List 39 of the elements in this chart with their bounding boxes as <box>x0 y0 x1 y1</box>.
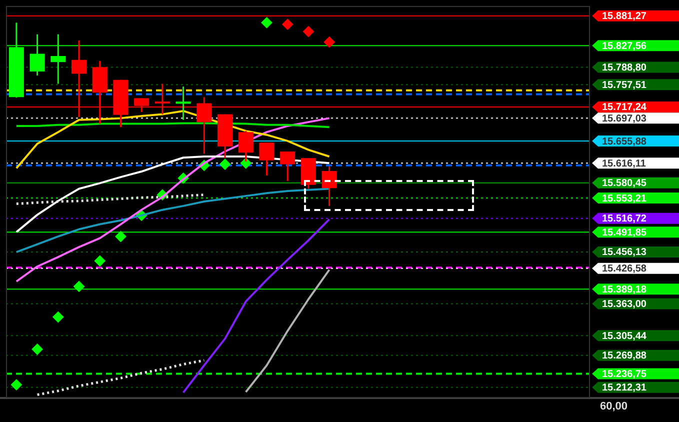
ref-line-label: 15.788,80 <box>602 62 647 74</box>
point <box>115 230 126 242</box>
ref-line-label: 15.616,11 <box>602 158 646 170</box>
ref-line-label: 15.553,21 <box>602 193 647 204</box>
ref-line-label: 15.305,44 <box>602 330 647 342</box>
point <box>52 312 64 323</box>
ref-line-label: 15.655,88 <box>602 136 647 148</box>
ref-line-label: 15.827,56 <box>602 40 647 52</box>
text: 60,00 <box>600 400 628 413</box>
point <box>74 280 84 292</box>
point <box>240 158 252 169</box>
candlestick <box>50 34 66 85</box>
ref-line-label: 15.236,75 <box>602 369 647 380</box>
point <box>261 17 272 28</box>
candlestick <box>322 166 337 207</box>
ref-line-label: 15.491,85 <box>602 227 647 238</box>
candlestick <box>280 150 296 182</box>
ref-line-label: 15.212,31 <box>602 382 647 394</box>
ref-line-label: 15.697,03 <box>602 113 647 124</box>
ref-line-label: 15.389,18 <box>602 284 647 296</box>
ref-line-label: 15.456,13 <box>602 247 647 258</box>
ref-line-label: 15.516,72 <box>602 214 647 225</box>
ref-line-label: 15.363,00 <box>602 298 647 310</box>
ref-line-label: 15.426,58 <box>602 264 647 275</box>
ref-line-label: 15.757,51 <box>602 80 647 91</box>
point <box>94 255 106 266</box>
candlestick <box>176 86 191 121</box>
point <box>324 36 335 48</box>
ref-line-label: 15.717,24 <box>602 102 647 114</box>
point <box>10 379 22 390</box>
ref-line-label: 15.881,27 <box>602 11 647 22</box>
ref-line-label: 15.269,88 <box>602 350 647 362</box>
ref-line-label: 15.580,45 <box>602 178 647 190</box>
point <box>302 26 314 38</box>
point <box>282 18 294 30</box>
candlestick <box>259 142 274 176</box>
point <box>220 158 230 170</box>
candlestick <box>30 34 45 76</box>
point <box>32 344 43 355</box>
